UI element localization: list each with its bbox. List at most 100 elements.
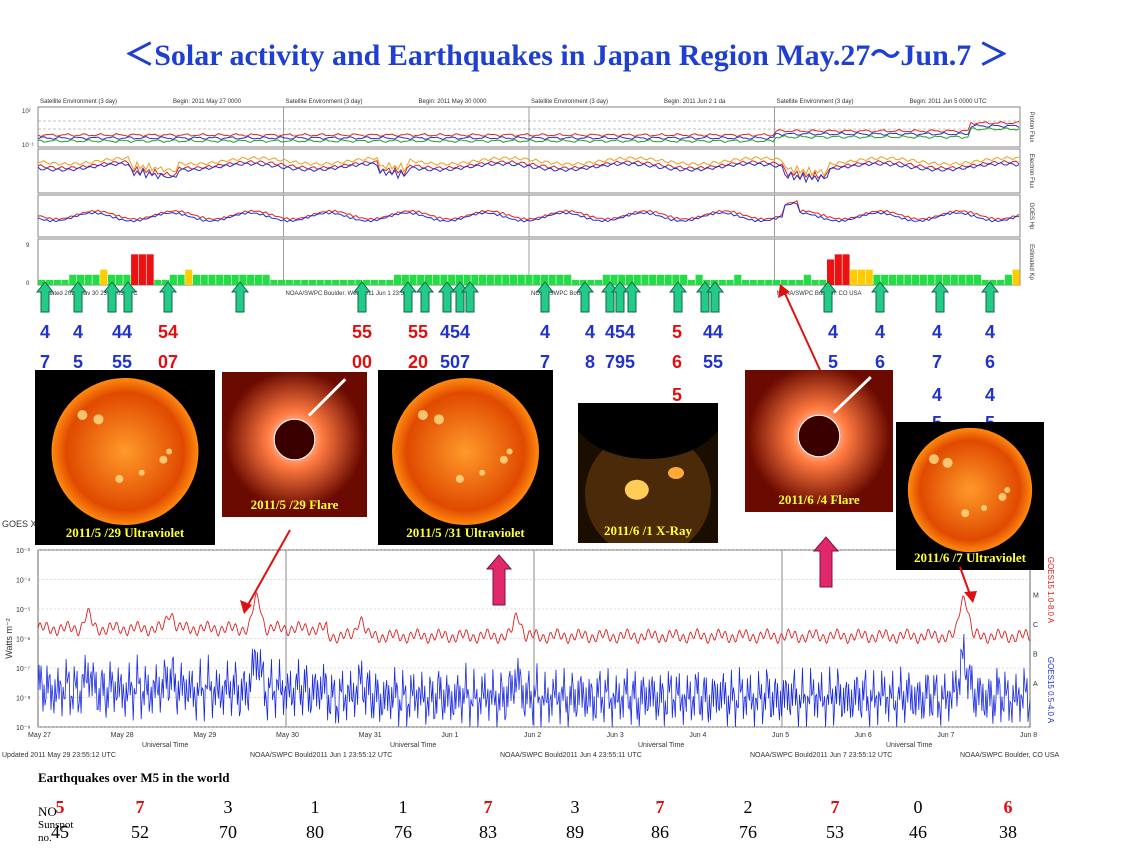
quake-bottom: 00: [351, 352, 373, 372]
kp-bar: [703, 279, 711, 285]
image-caption: 2011/6 /1 X-Ray: [603, 523, 693, 538]
xray-date-tick: Jun 5: [772, 732, 789, 739]
xray-class: B: [1033, 651, 1038, 658]
xray-date-tick: Jun 2: [524, 732, 541, 739]
updated-label: NOAA/SWPC Boulder, CO USA: [777, 291, 862, 295]
kp-bar: [973, 274, 982, 285]
solar-image-graphic: [222, 372, 367, 517]
xray-series-blue: [37, 633, 1031, 728]
kp-bar: [811, 279, 819, 285]
pointer-line: [781, 286, 821, 371]
quake-bottom: 55: [702, 352, 724, 372]
green-up-arrow: [118, 281, 138, 313]
quake-bottom: 5: [72, 352, 83, 372]
green-up-arrow: [102, 281, 122, 313]
kp-bar: [966, 274, 974, 285]
solar-image-graphic: [51, 378, 199, 525]
kp-bar: [401, 274, 409, 285]
kp-bar: [301, 279, 309, 285]
green-up-arrow: [575, 281, 595, 313]
kp-bar: [587, 279, 595, 285]
kp-bar: [386, 279, 394, 285]
kp-bar: [989, 279, 997, 285]
pink-up-arrow: [485, 554, 513, 606]
flare-streak: [307, 378, 347, 417]
kp-bar: [208, 274, 216, 285]
xray-class: M: [1033, 592, 1039, 599]
kp-bar: [687, 279, 695, 285]
kp-bar: [378, 279, 386, 285]
kp-bar: [432, 274, 440, 285]
green-up-arrow: [622, 281, 642, 313]
earthquake-arrows: [35, 281, 1000, 313]
kp-bar: [571, 279, 579, 285]
sunspot-count: 76: [739, 822, 757, 842]
kp-bar: [680, 274, 688, 285]
eq-count: 7: [135, 797, 145, 817]
image-caption: 2011/5 /31 Ultraviolet: [406, 525, 525, 540]
green-up-arrow: [705, 281, 725, 313]
image-caption: 2011/6 /4 Flare: [778, 492, 860, 507]
pointer-head: [964, 591, 977, 603]
kp-bar: [540, 274, 549, 285]
eq-count: 1: [310, 797, 320, 817]
quake-bottom: 6: [874, 352, 885, 372]
xray-ylabel: Watts m⁻²: [4, 618, 14, 658]
active-region: [166, 448, 173, 455]
kp-bar: [912, 274, 920, 285]
proton-flux-line: [37, 126, 1020, 144]
quake-top: 454: [604, 322, 636, 342]
kp-bar: [649, 274, 657, 285]
kp-bar: [76, 274, 85, 285]
footer-title: Earthquakes over M5 in the world: [38, 770, 230, 785]
active-region: [417, 409, 428, 420]
kp-bar: [308, 279, 317, 285]
quake-label: 54 07: [143, 317, 193, 377]
kp-bar: [958, 274, 966, 285]
kp-bar: [904, 274, 912, 285]
quake-top: 4: [984, 322, 995, 342]
universal-time-label: Universal Time: [390, 742, 436, 749]
hp-line: [37, 202, 1020, 223]
occulter-disk: [273, 418, 316, 461]
kp-bar: [100, 269, 108, 285]
active-region: [159, 455, 168, 464]
kp-bar: [610, 274, 618, 285]
xray-updated: NOAA/SWPC Boulder, CO USA: [960, 752, 1060, 759]
kp-bar: [169, 274, 177, 285]
kp-bar: [1004, 274, 1012, 285]
kp-bar: [254, 274, 262, 285]
green-up-arrow: [352, 281, 372, 313]
kp-bar: [564, 274, 572, 285]
kp-bar: [84, 274, 92, 285]
active-region: [981, 504, 988, 511]
quake-label: 454 795: [595, 317, 645, 377]
kp-bar: [471, 274, 479, 285]
kp-bar: [927, 274, 935, 285]
kp-bar: [417, 274, 425, 285]
green-up-arrow: [930, 281, 950, 313]
kp-bar: [355, 279, 363, 285]
xray-right-label-red: GOES15 1.0-8.0 A: [1046, 557, 1055, 624]
kp-bar: [595, 279, 603, 285]
panel-right-label: Proton Flux: [1028, 112, 1034, 143]
quake-top: 55: [351, 322, 373, 342]
eq-count: 7: [655, 797, 665, 817]
solar-image-sun: 2011/5 /31 Ultraviolet: [378, 370, 553, 545]
quake-extra-label: 4: [931, 385, 942, 405]
image-caption: 2011/6 /7 Ultraviolet: [914, 550, 1026, 565]
panel-right-label: Estimated Kp: [1028, 244, 1034, 280]
pointer-head: [240, 600, 252, 614]
quake-top: 4: [539, 322, 550, 342]
image-caption: 2011/5 /29 Ultraviolet: [65, 525, 185, 540]
solar-image-sun: 2011/5 /29 Ultraviolet: [35, 370, 215, 545]
xray-ytick: 10⁻⁵: [16, 607, 30, 614]
proton-flux-line: [37, 124, 1020, 141]
sun-disk: [392, 378, 539, 525]
kp-bar: [332, 279, 340, 285]
